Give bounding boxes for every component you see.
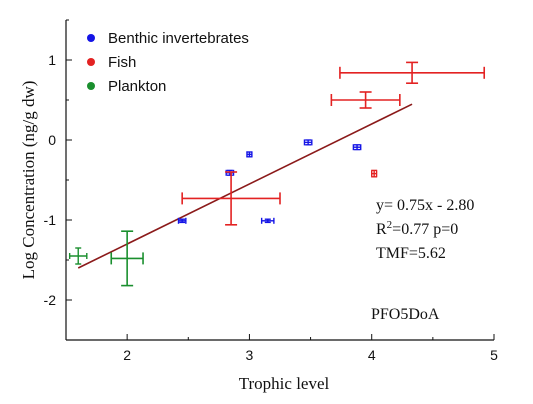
data-point-benthic [352,144,362,151]
annotations: y= 0.75x - 2.80 R2=0.77 p=0 TMF=5.62 PFO… [371,197,474,323]
plot-area: 2 3 4 5 -2 -1 0 1 [44,19,498,363]
tmf-text: TMF=5.62 [376,245,446,262]
y-tick-label: 1 [48,52,56,68]
legend-marker-benthic [87,34,95,42]
data-point-benthic [303,139,313,146]
data-point-fish [339,61,486,84]
data-point-fish [371,169,378,178]
r-squared-superscript: 2 [387,219,393,231]
regression-line [77,103,413,269]
data-point-fish [181,171,281,226]
y-axis-title: Log Concentration (ng/g dw) [19,81,38,280]
x-tick-label: 2 [123,347,131,363]
data-point-benthic [260,217,275,224]
legend-marker-fish [87,58,95,66]
legend-label-fish: Fish [108,54,136,71]
x-tick-label: 3 [246,347,254,363]
legend-label-benthic: Benthic invertebrates [108,30,249,47]
r-squared-text: R2=0.77 p=0 [376,219,458,238]
x-axis-title: Trophic level [239,374,330,393]
data-point-benthic [246,151,253,158]
r-squared-prefix: R [376,221,387,238]
data-point-benthic [177,217,187,224]
compound-label: PFO5DoA [371,306,440,323]
y-tick-label: -2 [44,292,57,308]
legend-label-plankton: Plankton [108,78,166,95]
y-tick-label: 0 [48,132,56,148]
y-tick-label: -1 [44,212,57,228]
x-tick-label: 4 [368,347,376,363]
x-tick-label: 5 [490,347,498,363]
data-points [68,61,486,287]
regression-line-group [77,103,413,269]
data-point-plankton [68,247,88,265]
axis-ticks: 2 3 4 5 -2 -1 0 1 [44,19,498,363]
legend-marker-plankton [87,82,95,90]
regression-equation: y= 0.75x - 2.80 [376,197,474,214]
r-squared-rest: =0.77 p=0 [392,221,458,238]
legend: Benthic invertebrates Fish Plankton [87,30,249,95]
data-point-fish [330,91,401,109]
data-point-plankton [110,230,144,287]
